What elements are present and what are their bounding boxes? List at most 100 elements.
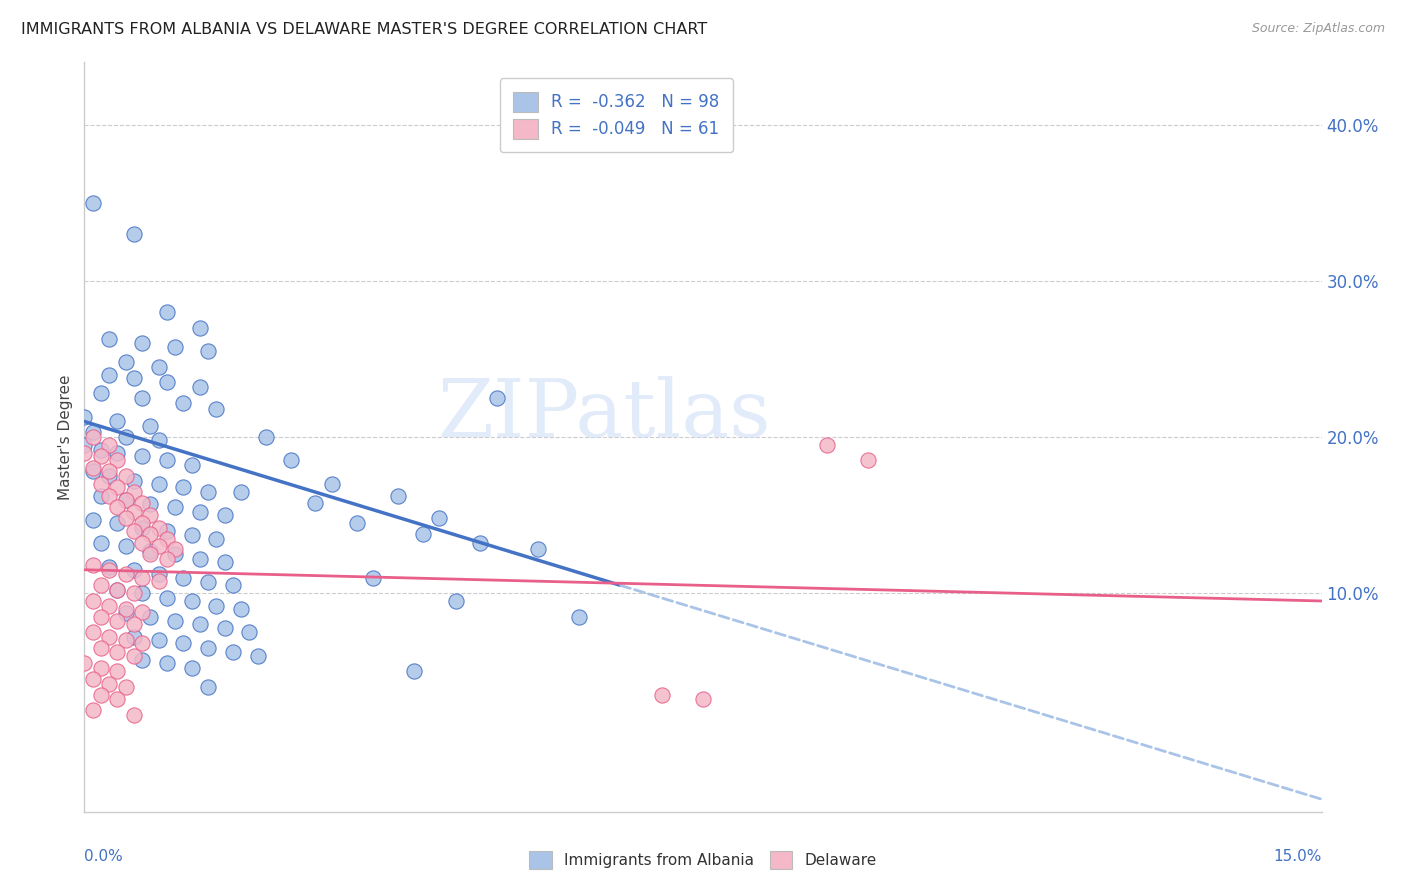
Point xyxy=(188,380,211,394)
Point xyxy=(188,320,211,334)
Point xyxy=(238,625,260,640)
Point xyxy=(90,442,112,457)
Point xyxy=(98,559,121,574)
Point xyxy=(82,625,104,640)
Point xyxy=(105,692,128,706)
Point xyxy=(139,544,162,558)
Point xyxy=(122,371,145,385)
Point xyxy=(165,542,187,557)
Point xyxy=(114,430,136,444)
Point xyxy=(404,664,426,679)
Point xyxy=(90,449,112,463)
Point xyxy=(114,607,136,621)
Point xyxy=(165,614,187,628)
Point xyxy=(172,636,194,650)
Point xyxy=(156,453,179,467)
Point xyxy=(527,542,550,557)
Point xyxy=(856,453,879,467)
Point xyxy=(148,574,170,588)
Point xyxy=(214,621,236,635)
Point xyxy=(90,489,112,503)
Point xyxy=(82,672,104,686)
Point xyxy=(361,571,384,585)
Point xyxy=(114,511,136,525)
Point xyxy=(114,602,136,616)
Point xyxy=(131,605,153,619)
Point xyxy=(304,496,326,510)
Text: IMMIGRANTS FROM ALBANIA VS DELAWARE MASTER'S DEGREE CORRELATION CHART: IMMIGRANTS FROM ALBANIA VS DELAWARE MAST… xyxy=(21,22,707,37)
Point xyxy=(321,476,343,491)
Point xyxy=(105,664,128,679)
Point xyxy=(197,640,219,655)
Point xyxy=(122,484,145,499)
Point xyxy=(131,516,153,530)
Point xyxy=(73,657,96,671)
Point xyxy=(180,528,202,542)
Point xyxy=(148,567,170,582)
Point xyxy=(148,434,170,448)
Point xyxy=(98,676,121,690)
Point xyxy=(105,583,128,598)
Point xyxy=(98,438,121,452)
Point xyxy=(131,571,153,585)
Point xyxy=(131,496,153,510)
Point xyxy=(197,575,219,590)
Point xyxy=(165,339,187,353)
Point xyxy=(214,508,236,523)
Point xyxy=(82,430,104,444)
Point xyxy=(139,497,162,511)
Point xyxy=(98,489,121,503)
Point xyxy=(105,614,128,628)
Point xyxy=(122,474,145,488)
Point xyxy=(122,586,145,600)
Point xyxy=(180,594,202,608)
Point xyxy=(222,646,245,660)
Point xyxy=(197,484,219,499)
Point xyxy=(122,630,145,644)
Point xyxy=(188,505,211,519)
Point xyxy=(148,521,170,535)
Point xyxy=(90,476,112,491)
Point xyxy=(156,305,179,319)
Point xyxy=(73,446,96,460)
Point xyxy=(131,449,153,463)
Point xyxy=(131,521,153,535)
Point xyxy=(692,692,714,706)
Point xyxy=(139,508,162,523)
Point xyxy=(165,500,187,515)
Point xyxy=(156,376,179,390)
Point xyxy=(156,591,179,605)
Point xyxy=(205,401,228,416)
Point xyxy=(346,516,368,530)
Point xyxy=(229,602,252,616)
Point xyxy=(90,578,112,592)
Text: ZIPatlas: ZIPatlas xyxy=(437,376,770,454)
Point xyxy=(82,464,104,478)
Point xyxy=(98,464,121,478)
Point xyxy=(139,609,162,624)
Point xyxy=(105,480,128,494)
Point xyxy=(172,480,194,494)
Point xyxy=(98,368,121,382)
Point xyxy=(214,555,236,569)
Point xyxy=(156,551,179,566)
Point xyxy=(139,419,162,434)
Text: 0.0%: 0.0% xyxy=(84,849,124,864)
Point xyxy=(105,453,128,467)
Text: 15.0%: 15.0% xyxy=(1274,849,1322,864)
Point xyxy=(188,617,211,632)
Point xyxy=(105,516,128,530)
Legend: R =  -0.362   N = 98, R =  -0.049   N = 61: R = -0.362 N = 98, R = -0.049 N = 61 xyxy=(499,78,733,153)
Point xyxy=(105,500,128,515)
Point xyxy=(254,430,277,444)
Point xyxy=(246,648,269,663)
Point xyxy=(82,461,104,475)
Point xyxy=(122,524,145,538)
Point xyxy=(470,536,492,550)
Point xyxy=(114,633,136,648)
Point xyxy=(122,227,145,241)
Point xyxy=(90,386,112,401)
Point xyxy=(148,476,170,491)
Point xyxy=(98,599,121,613)
Point xyxy=(122,563,145,577)
